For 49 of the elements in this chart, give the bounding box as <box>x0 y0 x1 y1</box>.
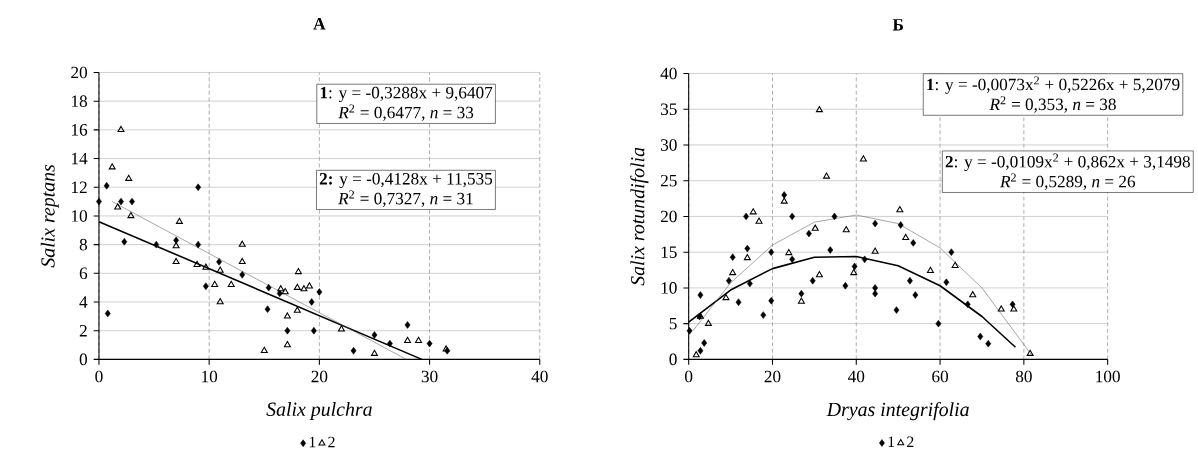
y-tick-label: 40 <box>660 67 677 80</box>
y-tick-label: 20 <box>71 66 88 79</box>
x-tick-label: 40 <box>531 370 548 383</box>
x-tick-label: 20 <box>311 370 328 383</box>
y-tick-label: 12 <box>71 181 87 194</box>
y-tick-label: 0 <box>669 353 677 366</box>
y-axis-title: Salix rotundifolia <box>630 147 649 286</box>
x-axis-title: Dryas integrifolia <box>826 402 969 421</box>
legend-label: 1 <box>309 436 316 448</box>
annotation: 2: y = -0,4128x + 11,535 <box>319 173 493 189</box>
annotation: R$^{2}$ = 0,353, n = 38 <box>989 96 1116 113</box>
legend-label: 1 <box>888 436 895 448</box>
y-axis-title: Salix reptans <box>40 164 59 268</box>
y-tick-label: 10 <box>661 282 677 294</box>
y-tick-label: 15 <box>661 246 677 259</box>
x-axis-title: Salix pulchra <box>266 402 372 421</box>
x-tick-label: 0 <box>685 370 693 383</box>
x-tick-label: 60 <box>932 370 949 383</box>
y-tick-label: 14 <box>71 153 88 165</box>
x-tick-label: 20 <box>764 370 781 383</box>
x-tick-label: 80 <box>1015 370 1032 383</box>
x-tick-label: 0 <box>95 370 103 383</box>
y-tick-label: 8 <box>79 239 88 251</box>
legend-label: 2 <box>907 436 914 448</box>
annotation: 1: y = -0,0073x$^{2}$ + 0,5226x + 5,2079 <box>927 76 1180 95</box>
y-tick-label: 25 <box>660 175 677 187</box>
y-tick-label: 16 <box>71 124 88 136</box>
y-tick-label: 30 <box>661 139 677 151</box>
x-tick-label: 100 <box>1096 370 1120 383</box>
annotation: R$^{2}$ = 0,6477, n = 33 <box>338 104 474 122</box>
annotation: 2: y = -0,0109x$^{2}$ + 0,862x + 3,1498 <box>945 153 1190 172</box>
annotation: 1: y = -0,3288x + 9,6407 <box>320 87 493 103</box>
y-tick-label: 20 <box>660 210 677 223</box>
chart-title: А <box>313 18 326 30</box>
x-tick-label: 30 <box>421 370 438 383</box>
x-tick-label: 10 <box>202 370 218 383</box>
y-tick-label: 5 <box>669 318 677 330</box>
y-tick-label: 4 <box>79 296 88 308</box>
y-tick-label: 18 <box>71 95 88 108</box>
y-tick-label: 6 <box>79 267 88 280</box>
y-tick-label: 2 <box>79 325 87 337</box>
chart-title: Б <box>892 19 903 31</box>
legend-label: 2 <box>328 436 335 448</box>
y-tick-label: 10 <box>71 210 88 222</box>
annotation: R$^{2}$ = 0,7327, n = 31 <box>338 190 473 208</box>
annotation: R$^{2}$ = 0,5289, n = 26 <box>999 173 1136 191</box>
y-tick-label: 35 <box>661 103 677 116</box>
y-tick-label: 0 <box>79 353 88 366</box>
x-tick-label: 40 <box>848 370 865 383</box>
